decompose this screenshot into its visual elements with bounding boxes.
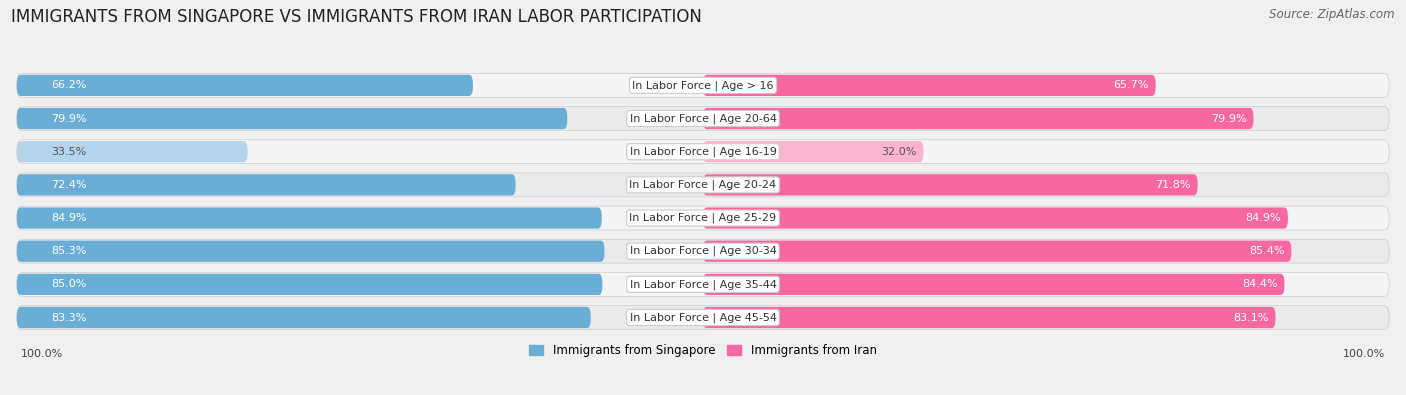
Text: In Labor Force | Age 20-64: In Labor Force | Age 20-64 — [630, 113, 776, 124]
FancyBboxPatch shape — [17, 73, 1389, 97]
FancyBboxPatch shape — [17, 307, 591, 328]
Legend: Immigrants from Singapore, Immigrants from Iran: Immigrants from Singapore, Immigrants fr… — [524, 340, 882, 362]
Text: 83.1%: 83.1% — [1233, 312, 1268, 322]
Text: In Labor Force | Age > 16: In Labor Force | Age > 16 — [633, 80, 773, 90]
FancyBboxPatch shape — [703, 174, 1198, 196]
FancyBboxPatch shape — [17, 206, 1389, 230]
FancyBboxPatch shape — [17, 174, 516, 196]
FancyBboxPatch shape — [17, 173, 1389, 197]
FancyBboxPatch shape — [17, 107, 1389, 130]
FancyBboxPatch shape — [703, 274, 1285, 295]
FancyBboxPatch shape — [17, 75, 472, 96]
Text: In Labor Force | Age 35-44: In Labor Force | Age 35-44 — [630, 279, 776, 290]
FancyBboxPatch shape — [17, 207, 602, 229]
Text: 79.9%: 79.9% — [51, 113, 87, 124]
Text: In Labor Force | Age 45-54: In Labor Force | Age 45-54 — [630, 312, 776, 323]
Text: In Labor Force | Age 30-34: In Labor Force | Age 30-34 — [630, 246, 776, 256]
FancyBboxPatch shape — [17, 274, 602, 295]
FancyBboxPatch shape — [703, 141, 924, 162]
Text: 32.0%: 32.0% — [882, 147, 917, 157]
Text: 100.0%: 100.0% — [1343, 349, 1385, 359]
FancyBboxPatch shape — [17, 108, 567, 129]
Text: In Labor Force | Age 20-24: In Labor Force | Age 20-24 — [630, 180, 776, 190]
Text: 84.9%: 84.9% — [51, 213, 87, 223]
Text: In Labor Force | Age 16-19: In Labor Force | Age 16-19 — [630, 147, 776, 157]
Text: 72.4%: 72.4% — [51, 180, 87, 190]
Text: 100.0%: 100.0% — [21, 349, 63, 359]
Text: 65.7%: 65.7% — [1114, 81, 1149, 90]
FancyBboxPatch shape — [17, 140, 1389, 164]
Text: 71.8%: 71.8% — [1156, 180, 1191, 190]
Text: 84.4%: 84.4% — [1241, 279, 1278, 290]
Text: 66.2%: 66.2% — [51, 81, 87, 90]
Text: Source: ZipAtlas.com: Source: ZipAtlas.com — [1270, 8, 1395, 21]
Text: 84.9%: 84.9% — [1246, 213, 1281, 223]
Text: 83.3%: 83.3% — [51, 312, 87, 322]
FancyBboxPatch shape — [703, 241, 1291, 262]
FancyBboxPatch shape — [17, 241, 605, 262]
FancyBboxPatch shape — [703, 307, 1275, 328]
FancyBboxPatch shape — [17, 306, 1389, 329]
Text: IMMIGRANTS FROM SINGAPORE VS IMMIGRANTS FROM IRAN LABOR PARTICIPATION: IMMIGRANTS FROM SINGAPORE VS IMMIGRANTS … — [11, 8, 702, 26]
FancyBboxPatch shape — [17, 273, 1389, 296]
FancyBboxPatch shape — [17, 239, 1389, 263]
Text: 85.3%: 85.3% — [51, 246, 87, 256]
FancyBboxPatch shape — [703, 75, 1156, 96]
Text: 85.0%: 85.0% — [51, 279, 87, 290]
FancyBboxPatch shape — [17, 141, 247, 162]
FancyBboxPatch shape — [703, 207, 1288, 229]
Text: 85.4%: 85.4% — [1249, 246, 1285, 256]
Text: 33.5%: 33.5% — [51, 147, 87, 157]
FancyBboxPatch shape — [703, 108, 1254, 129]
Text: 79.9%: 79.9% — [1211, 113, 1247, 124]
Text: In Labor Force | Age 25-29: In Labor Force | Age 25-29 — [630, 213, 776, 223]
